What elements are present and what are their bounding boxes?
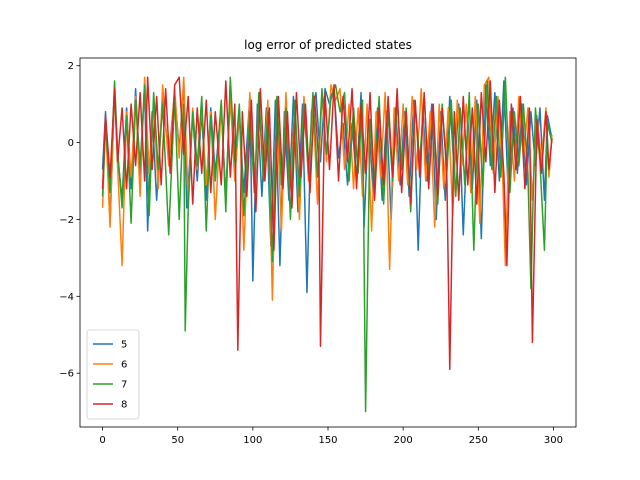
y-tick-label: −4	[59, 292, 74, 303]
legend: 5 6 7 8	[86, 329, 140, 420]
y-tick-label: −6	[59, 369, 74, 380]
x-tick-label: 200	[394, 435, 413, 446]
x-axis: 0 50 100 150 200 250 300	[99, 427, 563, 446]
x-tick-label: 0	[99, 435, 105, 446]
series-layer	[101, 76, 553, 413]
x-tick-label: 150	[318, 435, 337, 446]
series-line-8	[101, 76, 553, 371]
legend-label-8: 8	[121, 400, 127, 411]
x-tick-label: 250	[469, 435, 488, 446]
legend-box	[86, 329, 140, 420]
x-tick-label: 300	[544, 435, 563, 446]
y-axis: 2 0 −2 −4 −6	[59, 61, 80, 380]
chart-title: log error of predicted states	[244, 38, 412, 52]
y-tick-label: −2	[59, 215, 74, 226]
y-tick-label: 0	[68, 138, 74, 149]
series-line-7	[101, 76, 553, 413]
legend-label-5: 5	[121, 340, 127, 351]
x-tick-label: 50	[171, 435, 184, 446]
legend-label-7: 7	[121, 380, 127, 391]
legend-label-6: 6	[121, 360, 127, 371]
x-tick-label: 100	[243, 435, 262, 446]
y-tick-label: 2	[68, 61, 74, 72]
